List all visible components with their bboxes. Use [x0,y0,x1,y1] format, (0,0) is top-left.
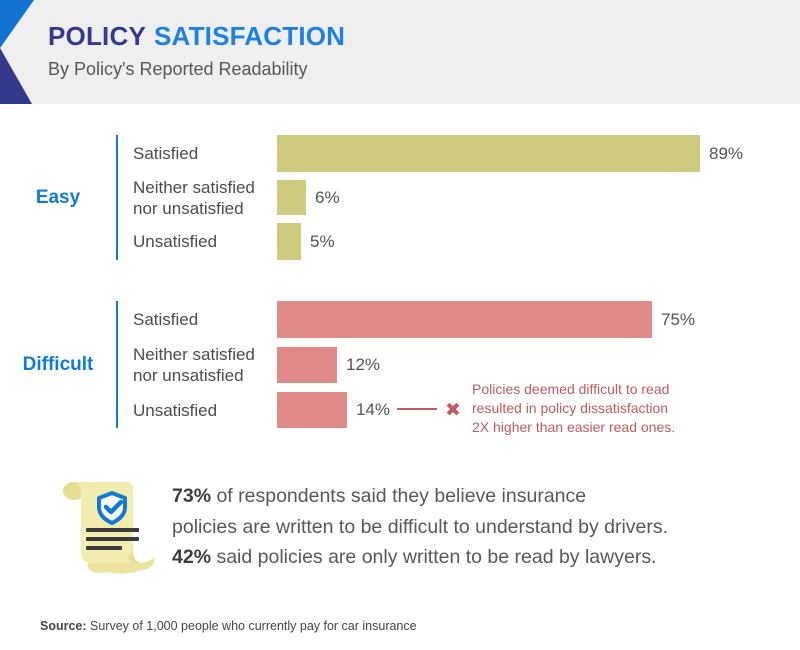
difficult-group-label: Difficult [22,353,94,375]
page-title: POLICY SATISFACTION [48,20,345,52]
bar-row: Unsatisfied 5% [0,223,800,260]
difficult-satisfied-bar [277,301,652,338]
page-title-primary: POLICY [48,21,146,51]
bar-row: Neither satisfied nor unsatisfied 6% [0,177,800,218]
difficult-unsatisfied-bar [277,392,347,428]
bar-row: Neither satisfied nor unsatisfied 12% [0,345,800,385]
value-label: 14% [356,400,391,419]
header: POLICY SATISFACTION By Policy's Reported … [0,0,800,104]
difficult-axis-line [116,301,118,428]
difficult-neither-bar [277,347,337,383]
category-label: Neither satisfied nor unsatisfied [133,345,255,385]
value-label: 12% [346,355,381,374]
value-label: 75% [661,309,696,329]
header-chevron-icon [0,0,34,104]
callout-line-1: 73% of respondents said they believe ins… [172,485,587,507]
value-label: 89% [709,143,744,163]
policy-scroll-icon [63,482,155,574]
easy-group-label: Easy [35,186,81,208]
source-label: Source: [40,619,87,633]
easy-group: Easy Satisfied 89% Neither satisfied nor… [0,135,800,260]
category-label: Unsatisfied [133,232,218,251]
easy-neither-bar [277,180,306,215]
easy-unsatisfied-bar [277,223,301,260]
value-label: 6% [315,187,340,207]
source-note: Source: Survey of 1,000 people who curre… [40,619,417,633]
page-subtitle: By Policy's Reported Readability [48,59,308,79]
category-label: Neither satisfied nor unsatisfied [133,177,255,218]
category-label: Satisfied [133,310,199,329]
callout-text: 73% of respondents said they believe ins… [172,481,668,573]
stat-42: 42% [172,546,212,568]
bar-row: Satisfied 89% [0,135,800,172]
category-label: Unsatisfied [133,400,218,420]
x-mark-icon: ✖ [445,399,461,421]
annotation-text: Policies deemed difficult to read result… [472,381,676,435]
page-title-secondary: SATISFACTION [154,21,346,51]
stat-73: 73% [172,485,212,507]
callout-line-2: policies are written to be difficult to … [172,515,669,538]
easy-satisfied-bar [277,135,700,172]
category-label: Satisfied [133,144,199,163]
bar-row: Satisfied 75% [0,301,800,338]
bar-row: Unsatisfied 14% [0,392,800,428]
difficult-group: Difficult Satisfied 75% Neither satisfie… [0,301,800,435]
value-label: 5% [310,231,335,251]
annotation-connector-line [397,408,437,410]
callout-line-3: 42% said policies are only written to be… [172,546,657,568]
easy-axis-line [116,135,118,260]
